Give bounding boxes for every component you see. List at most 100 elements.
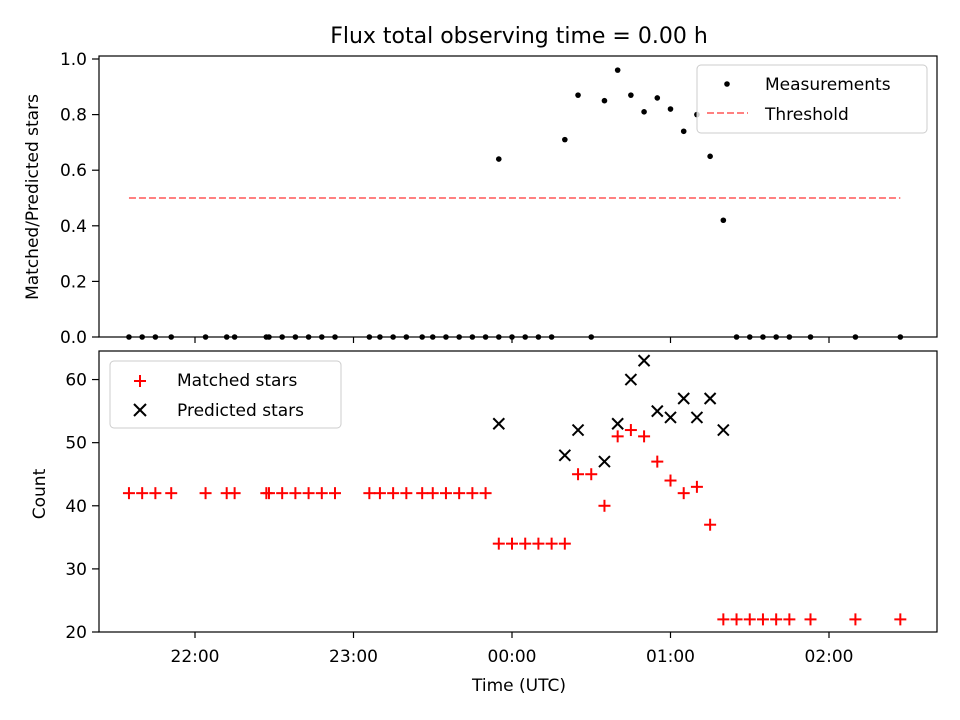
measurement-point (614, 67, 621, 73)
top-y-tick-label: 0.4 (60, 217, 87, 237)
x-tick-label: 23:00 (329, 647, 378, 667)
matched-star-point (585, 468, 598, 481)
predicted-star-point (637, 354, 651, 367)
matched-star-point (730, 613, 743, 626)
measurement-point (641, 109, 647, 115)
bottom-y-tick-label: 60 (65, 371, 87, 391)
top-y-tick-label: 0.2 (60, 272, 87, 292)
predicted-star-point (690, 411, 704, 424)
matched-star-point (373, 487, 386, 500)
legend-threshold-label: Threshold (764, 105, 849, 125)
matched-star-point (492, 537, 505, 550)
matched-star-point (289, 487, 302, 500)
matched-star-point (165, 487, 178, 500)
matched-star-point (416, 487, 429, 500)
matched-star-point (519, 537, 532, 550)
x-tick-label: 22:00 (171, 647, 220, 667)
top-y-axis-label: Matched/Predicted stars (23, 94, 43, 300)
matched-star-point (743, 613, 756, 626)
legend-measurements-label: Measurements (765, 75, 891, 95)
matched-star-point (400, 487, 413, 500)
matched-star-point (651, 455, 664, 468)
matched-star-point (329, 487, 342, 500)
x-tick-label: 01:00 (646, 647, 695, 667)
matched-star-point (756, 613, 769, 626)
matched-star-point (624, 424, 637, 437)
measurement-point (562, 136, 568, 143)
x-axis-label: Time (UTC) (471, 676, 566, 696)
matched-star-point (315, 487, 328, 500)
matched-star-point (545, 537, 558, 550)
predicted-star-point (598, 455, 611, 468)
legend-predicted-marker (133, 403, 147, 417)
matched-star-point (302, 487, 315, 500)
x-tick-label: 02:00 (805, 647, 854, 667)
matched-star-point (783, 613, 796, 626)
predicted-star-point (677, 392, 690, 405)
x-tick-label: 00:00 (488, 647, 537, 667)
bottom-legend-box (109, 360, 342, 429)
predicted-star-point (717, 423, 730, 437)
matched-star-point (770, 613, 783, 626)
measurement-point (707, 153, 713, 160)
predicted-star-point (624, 373, 638, 386)
top-panel: 0.0 0.2 0.4 0.6 0.8 1.0 Matched/Predicted sta… (23, 50, 938, 348)
matched-star-point (664, 474, 677, 487)
matched-star-point (572, 468, 585, 481)
matched-star-point (849, 613, 862, 626)
matched-star-point (228, 487, 241, 500)
legend-matched-label: Matched stars (177, 371, 297, 391)
matched-star-point (598, 499, 611, 512)
matched-star-point (122, 487, 135, 500)
figure-title: Flux total observing time = 0.00 h (330, 24, 708, 49)
matched-star-point (717, 613, 730, 626)
matched-star-point (677, 487, 690, 500)
bottom-plot-frame (98, 350, 938, 633)
top-legend-box (696, 64, 928, 134)
matched-star-point (453, 487, 466, 500)
legend-measurements-marker (724, 81, 730, 87)
predicted-star-point (571, 423, 585, 437)
matched-star-point (149, 487, 162, 500)
measurement-point (575, 92, 581, 98)
predicted-star-point (558, 449, 572, 462)
matched-star-point (804, 613, 817, 626)
predicted-star-point (651, 404, 664, 418)
measurement-point (680, 128, 687, 135)
top-y-tick-label: 0.8 (60, 106, 87, 126)
measurement-point (667, 106, 674, 112)
bottom-legend: Matched stars Predicted stars (109, 360, 342, 429)
predicted-star-point (703, 392, 717, 405)
matched-star-point (136, 487, 149, 500)
top-y-tick-label: 0.0 (60, 328, 87, 348)
matched-star-point (387, 487, 400, 500)
matched-star-point (506, 537, 518, 550)
measurement-point (495, 156, 502, 162)
matched-star-point (532, 537, 545, 550)
matched-star-point (704, 518, 717, 531)
bottom-y-tick-label: 20 (65, 623, 87, 643)
matched-star-point (690, 480, 703, 493)
matched-star-point (611, 430, 624, 443)
bottom-y-tick-label: 30 (65, 560, 87, 580)
top-y-tick-label: 0.6 (60, 161, 87, 181)
top-plot-frame (98, 55, 938, 338)
matched-star-point (276, 487, 289, 500)
measurement-point (628, 92, 634, 98)
legend-matched-marker (134, 375, 146, 387)
bottom-y-axis-label: Count (30, 468, 50, 519)
measurement-point (654, 95, 661, 101)
matched-star-point (199, 487, 212, 500)
matched-star-point (363, 487, 376, 500)
legend-predicted-label: Predicted stars (177, 401, 304, 421)
predicted-star-point (611, 417, 624, 430)
predicted-star-point (664, 411, 677, 424)
matched-star-point (262, 487, 275, 500)
bottom-panel: 20 30 40 50 60 22:00 23:00 00:00 01:00 02:00 Cou… (30, 350, 938, 696)
measurement-point (601, 97, 608, 104)
matched-star-point (439, 487, 452, 500)
top-y-tick-label: 1.0 (60, 50, 87, 70)
bottom-y-tick-label: 40 (65, 497, 87, 517)
bottom-y-tick-label: 50 (65, 434, 87, 454)
